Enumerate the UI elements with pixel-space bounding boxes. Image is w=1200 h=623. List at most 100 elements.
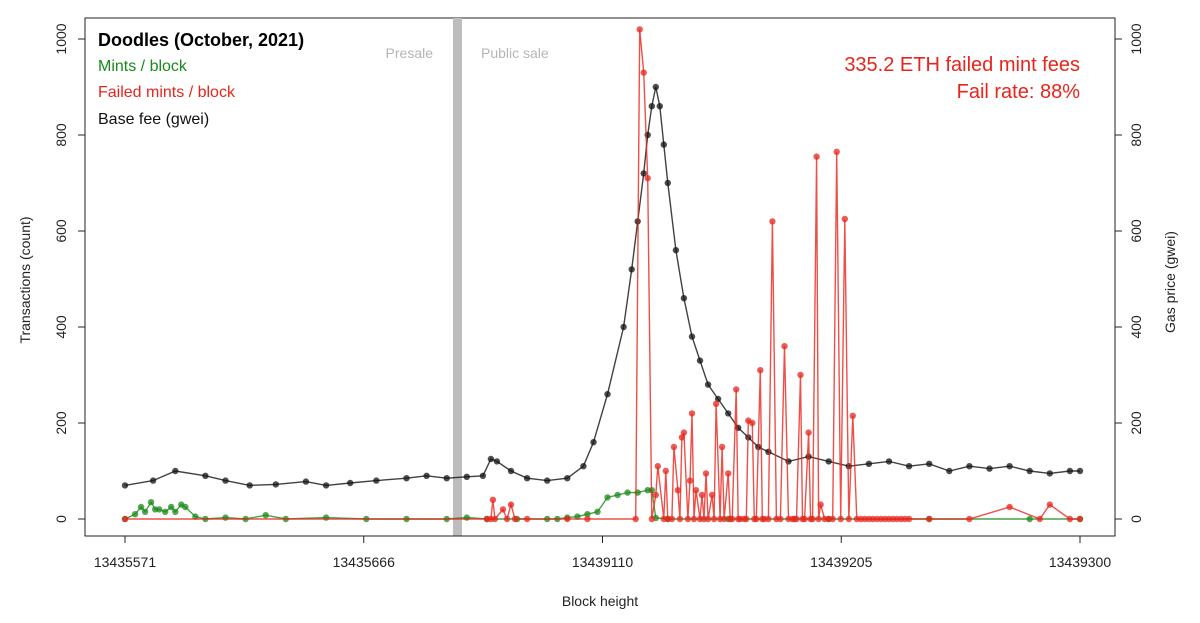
point-base-fee [885, 458, 893, 465]
point-mints [222, 514, 229, 521]
point-mints [594, 508, 601, 515]
point-base-fee [1026, 467, 1033, 475]
point-base-fee [1076, 467, 1084, 475]
legend-mints: Mints / block [98, 58, 188, 75]
point-failed-mints [1046, 501, 1054, 508]
point-failed-mints [926, 515, 933, 523]
point-mints [172, 508, 179, 515]
point-failed-mints [680, 429, 688, 436]
point-base-fee [640, 170, 647, 177]
point-base-fee [580, 463, 587, 470]
point-base-fee [660, 141, 667, 148]
point-failed-mints [753, 515, 760, 523]
point-failed-mints [121, 515, 129, 523]
y-right-tick-label: 800 [1128, 123, 1144, 147]
point-base-fee [523, 475, 531, 482]
point-failed-mints [849, 412, 856, 419]
point-base-fee [347, 479, 354, 487]
x-axis: 13435571 13435666 13439110 13439205 13439300 [94, 535, 1112, 570]
point-failed-mints [690, 515, 698, 523]
point-mints [1026, 515, 1033, 523]
point-failed-mints [692, 487, 700, 494]
point-failed-mints [1076, 515, 1084, 523]
point-failed-mints [678, 434, 686, 441]
series-line-base-fee [124, 86, 1080, 487]
point-failed-mints [503, 515, 511, 523]
point-failed-mints [718, 443, 726, 451]
point-failed-mints [676, 515, 684, 523]
point-base-fee [704, 381, 712, 388]
point-failed-mints [1036, 515, 1044, 523]
point-failed-mints [654, 463, 661, 470]
series-failed-mints [121, 26, 1084, 523]
point-base-fee [680, 295, 688, 302]
x-tick-label: 13439110 [572, 554, 633, 570]
point-failed-mints [632, 515, 639, 523]
point-mints [141, 508, 149, 515]
y-right-tick-label: 600 [1128, 219, 1144, 243]
point-failed-mints [1066, 515, 1074, 523]
point-mints [262, 512, 269, 519]
x-tick-label: 13435666 [333, 554, 396, 570]
x-tick-label: 13439300 [1049, 554, 1112, 570]
point-failed-mints [712, 400, 720, 407]
point-base-fee [765, 448, 772, 455]
point-failed-mints [702, 470, 710, 477]
point-failed-mints [769, 218, 776, 225]
point-base-fee [373, 477, 380, 484]
point-failed-mints [765, 515, 772, 523]
point-failed-mints [841, 215, 848, 223]
point-failed-mints [507, 501, 515, 508]
point-base-fee [487, 455, 495, 463]
point-base-fee [628, 266, 635, 273]
series-base-fee [121, 83, 1084, 489]
series-line-failed-mints [125, 29, 1080, 522]
point-base-fee [463, 473, 470, 480]
point-base-fee [590, 439, 597, 446]
point-base-fee [785, 458, 792, 465]
point-base-fee [403, 475, 410, 482]
point-failed-mints [704, 515, 712, 523]
point-failed-mints [733, 386, 740, 393]
point-failed-mints [489, 496, 497, 503]
x-axis-title: Block height [562, 593, 638, 609]
chart-title: Doodles (October, 2021) [98, 30, 304, 50]
point-mints [182, 503, 189, 511]
legend-base-fee: Base fee (gwei) [98, 111, 209, 128]
y-left-tick-label: 1000 [53, 23, 69, 54]
point-mints [584, 511, 591, 518]
point-base-fee [1046, 470, 1054, 477]
point-base-fee [479, 472, 487, 479]
point-failed-mints [644, 175, 651, 182]
y-right-axis-title: Gas price (gwei) [1162, 231, 1178, 333]
point-base-fee [656, 103, 663, 110]
point-base-fee [172, 467, 179, 475]
point-base-fee [493, 458, 501, 465]
point-base-fee [443, 475, 450, 482]
point-base-fee [688, 333, 696, 340]
y-right-tick-label: 200 [1128, 411, 1144, 435]
annotation-fail-rate: Fail rate: 88% [957, 81, 1081, 103]
y-left-tick-label: 600 [53, 219, 69, 243]
point-base-fee [652, 83, 659, 91]
point-failed-mints [668, 515, 676, 523]
point-failed-mints [809, 515, 816, 523]
point-base-fee [423, 472, 430, 479]
point-failed-mints [511, 515, 519, 523]
point-failed-mints [662, 467, 669, 475]
point-base-fee [564, 475, 571, 482]
point-failed-mints [684, 515, 692, 523]
point-mints [604, 494, 611, 501]
point-failed-mints [801, 515, 808, 523]
point-failed-mints [652, 491, 659, 499]
point-mints [162, 508, 169, 515]
point-failed-mints [805, 429, 812, 436]
point-failed-mints [648, 515, 655, 523]
point-failed-mints [708, 491, 716, 499]
series-mints [121, 487, 1084, 523]
point-failed-mints [777, 515, 784, 523]
point-failed-mints [729, 515, 736, 523]
point-base-fee [202, 472, 209, 479]
point-base-fee [544, 477, 551, 484]
